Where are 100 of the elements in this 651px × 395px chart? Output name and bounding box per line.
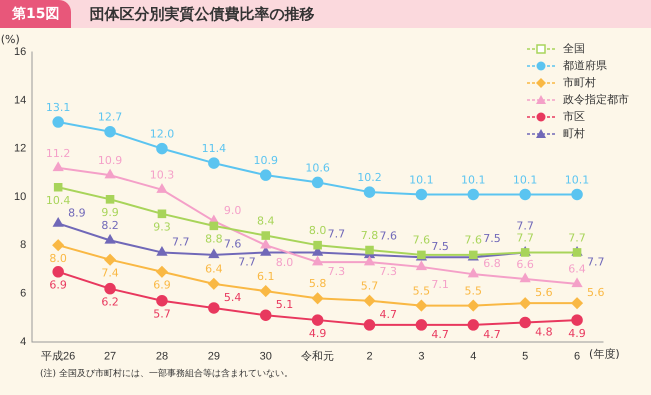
point [312, 292, 324, 304]
y-tick-label: 10 [14, 190, 26, 203]
y-axis-title: (%) [0, 32, 20, 46]
data-label: 5.7 [153, 308, 171, 321]
point [364, 186, 376, 198]
data-label: 4.7 [380, 308, 397, 321]
data-label: 11.2 [46, 146, 70, 160]
x-tick-label: 4 [470, 350, 476, 362]
point [519, 188, 531, 200]
point [468, 300, 480, 312]
legend-label: 町村 [563, 126, 585, 141]
data-label: 5.5 [412, 284, 430, 298]
point [572, 248, 582, 257]
point [208, 157, 220, 169]
data-label: 13.1 [46, 100, 70, 114]
point [416, 261, 426, 270]
data-label: 6.1 [256, 270, 274, 283]
point [519, 297, 531, 309]
chart-subtitle: 第15図 [0, 0, 72, 28]
data-label: 8.0 [49, 252, 67, 266]
point [364, 319, 376, 331]
data-label: 8.4 [256, 214, 274, 228]
point [468, 188, 480, 200]
point [260, 309, 272, 321]
x-tick-label: 6 [574, 350, 580, 362]
data-label: 5.4 [224, 290, 242, 304]
data-label: 6.4 [205, 262, 223, 276]
point [53, 218, 64, 227]
data-label: 5.5 [464, 284, 482, 298]
point [260, 169, 272, 181]
data-label: 5.1 [276, 298, 294, 312]
point [260, 285, 272, 297]
data-label: 7.7 [238, 255, 256, 268]
x-tick-label: 平成26 [41, 349, 76, 362]
point [260, 239, 271, 248]
point [416, 188, 428, 200]
data-label: 8.0 [308, 224, 326, 238]
point [104, 282, 116, 294]
data-label: 6.9 [49, 278, 67, 292]
point [416, 300, 428, 312]
point [365, 246, 374, 254]
data-label: 10.9 [98, 154, 122, 168]
data-label: 7.5 [483, 232, 501, 246]
data-label: 4.7 [483, 328, 501, 341]
point [313, 240, 322, 250]
legend-label: 市区 [563, 109, 585, 124]
data-label: 9.0 [224, 204, 242, 217]
data-label: 12.7 [98, 110, 122, 124]
y-tick-label: 4 [20, 336, 26, 348]
point [156, 266, 168, 278]
x-tick-label: 28 [156, 350, 168, 362]
point [312, 256, 323, 266]
point [156, 184, 168, 193]
text: (注) 全国及び市町村には、一部事務組合等は含まれていない。 [40, 368, 293, 380]
point [468, 268, 478, 278]
point [156, 294, 168, 306]
point [261, 231, 270, 240]
x-tick-label: 3 [418, 350, 424, 362]
point [468, 319, 480, 331]
point [210, 222, 218, 230]
data-label: 7.6 [224, 238, 242, 251]
data-label: 5.6 [587, 286, 605, 300]
x-axis-title: (年度) [589, 348, 620, 361]
data-label: 4.9 [308, 326, 326, 340]
point [519, 316, 531, 328]
data-label: 7.7 [516, 219, 534, 232]
data-label: 7.5 [431, 240, 449, 254]
legend-label: 全国 [563, 41, 585, 56]
data-label: 7.6 [412, 234, 430, 247]
data-label: 6.8 [483, 257, 501, 270]
data-label: 7.3 [328, 264, 346, 278]
point [52, 266, 64, 278]
data-label: 8.0 [276, 256, 294, 270]
data-label: 10.9 [253, 154, 278, 168]
x-tick-label: 令和元 [301, 349, 334, 362]
point [571, 188, 583, 200]
x-tick-label: 5 [522, 350, 528, 362]
point [572, 278, 582, 288]
data-label: 5.8 [308, 277, 326, 290]
data-label: 10.2 [357, 170, 382, 184]
data-label: 11.4 [202, 142, 226, 155]
point [54, 182, 62, 192]
y-tick-label: 16 [14, 46, 26, 58]
data-label: 10.1 [512, 173, 538, 186]
point [520, 273, 530, 282]
point [571, 314, 583, 326]
data-label: 10.4 [46, 194, 70, 208]
data-label: 4.8 [535, 325, 553, 338]
point [156, 142, 168, 154]
point [364, 294, 376, 306]
point [312, 176, 324, 188]
point [106, 195, 114, 204]
x-tick-label: 30 [260, 350, 272, 362]
data-label: 7.4 [101, 266, 119, 280]
point [364, 256, 375, 266]
data-label: 7.7 [516, 231, 534, 244]
point [312, 314, 324, 326]
data-label: 7.6 [464, 234, 482, 247]
data-label: 6.4 [568, 262, 586, 276]
point [104, 234, 116, 244]
